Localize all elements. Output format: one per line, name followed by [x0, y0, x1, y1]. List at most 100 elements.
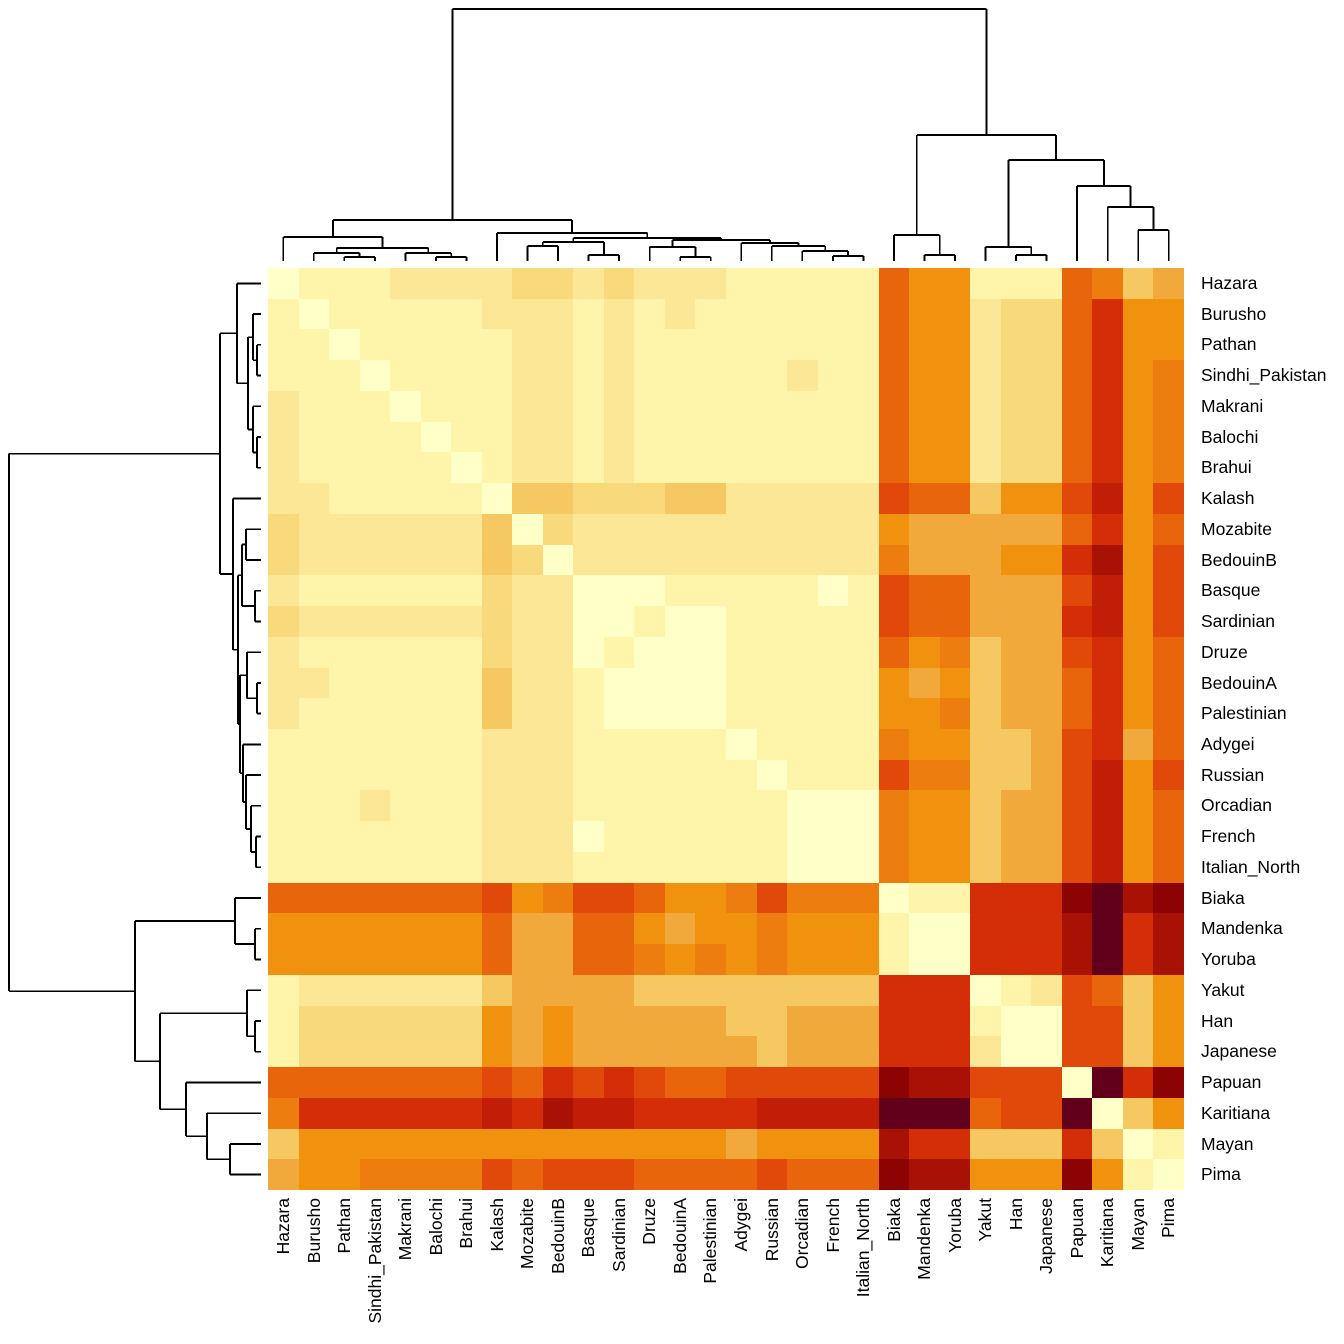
heatmap-cell: [268, 667, 299, 699]
heatmap-cell: [725, 513, 757, 545]
heatmap-cell: [1031, 851, 1062, 883]
heatmap-cell: [268, 851, 299, 883]
heatmap-cell: [573, 360, 604, 391]
heatmap-cell: [1092, 606, 1123, 637]
column-label: Sardinian: [608, 1198, 629, 1272]
heatmap-cell: [512, 882, 543, 914]
heatmap-cell: [603, 1097, 635, 1129]
heatmap-cell: [664, 1128, 696, 1160]
heatmap-cell: [878, 513, 910, 545]
heatmap-cell: [970, 1005, 1001, 1037]
heatmap-cell: [329, 544, 360, 576]
heatmap-cell: [787, 606, 818, 637]
heatmap-cell: [695, 544, 726, 576]
heatmap-cell: [695, 390, 726, 422]
heatmap-cell: [1092, 913, 1123, 945]
heatmap-cell: [909, 360, 940, 391]
heatmap-cell: [756, 821, 788, 852]
row-label: Basque: [1201, 580, 1261, 601]
column-label: Yakut: [975, 1198, 996, 1242]
heatmap-cell: [268, 729, 299, 760]
heatmap-cell: [512, 913, 543, 945]
heatmap-cell: [695, 1097, 726, 1129]
heatmap-cell: [848, 575, 879, 607]
heatmap-cell: [298, 606, 330, 637]
column-label: Basque: [578, 1198, 599, 1258]
heatmap-cell: [878, 974, 910, 1006]
heatmap-cell: [603, 1036, 635, 1068]
heatmap-cell: [817, 483, 849, 514]
heatmap-cell: [817, 1159, 849, 1190]
heatmap-cell: [756, 1159, 788, 1190]
heatmap-cell: [1000, 851, 1032, 883]
heatmap-cell: [481, 513, 513, 545]
heatmap-cell: [512, 421, 543, 453]
heatmap-cell: [634, 667, 665, 699]
heatmap-cell: [634, 452, 665, 484]
heatmap-cell: [481, 851, 513, 883]
heatmap-cell: [542, 452, 574, 484]
heatmap-cell: [909, 575, 940, 607]
heatmap-cell: [725, 1067, 757, 1098]
heatmap-cell: [878, 544, 910, 576]
heatmap-cell: [1061, 329, 1093, 361]
heatmap-cell: [725, 698, 757, 729]
heatmap-cell: [787, 790, 818, 822]
heatmap-cell: [512, 268, 543, 299]
heatmap-cell: [909, 329, 940, 361]
heatmap-cell: [542, 544, 574, 576]
heatmap-cell: [787, 759, 818, 791]
heatmap-cell: [512, 974, 543, 1006]
heatmap-cell: [695, 698, 726, 729]
heatmap-cell: [603, 1128, 635, 1160]
heatmap-cell: [481, 759, 513, 791]
heatmap-cell: [1092, 944, 1123, 975]
heatmap-cell: [603, 729, 635, 760]
heatmap-cell: [298, 1005, 330, 1037]
heatmap-cell: [451, 729, 482, 760]
heatmap-cell: [420, 1005, 452, 1037]
heatmap-cell: [878, 483, 910, 514]
heatmap-cell: [603, 298, 635, 330]
heatmap-cell: [1061, 759, 1093, 791]
heatmap-cell: [268, 790, 299, 822]
heatmap-cell: [573, 513, 604, 545]
heatmap-cell: [329, 452, 360, 484]
heatmap-cell: [512, 821, 543, 852]
heatmap-cell: [878, 298, 910, 330]
heatmap-cell: [451, 913, 482, 945]
heatmap-cell: [634, 974, 665, 1006]
heatmap-cell: [481, 544, 513, 576]
heatmap-cell: [1031, 913, 1062, 945]
heatmap-cell: [573, 913, 604, 945]
heatmap-cell: [420, 913, 452, 945]
heatmap-cell: [329, 667, 360, 699]
heatmap-cell: [878, 821, 910, 852]
heatmap-cell: [268, 483, 299, 514]
row-label: Hazara: [1201, 273, 1258, 293]
heatmap-cell: [756, 452, 788, 484]
heatmap-cell: [1092, 1128, 1123, 1160]
heatmap-cell: [481, 360, 513, 391]
heatmap-cell: [695, 913, 726, 945]
heatmap-cell: [420, 944, 452, 975]
heatmap-cell: [359, 821, 391, 852]
heatmap-cell: [1061, 421, 1093, 453]
heatmap-cell: [512, 790, 543, 822]
column-label: Balochi: [425, 1198, 446, 1256]
heatmap-cell: [298, 790, 330, 822]
heatmap-cell: [848, 360, 879, 391]
heatmap-cell: [848, 729, 879, 760]
heatmap-cell: [512, 513, 543, 545]
heatmap-cell: [939, 698, 971, 729]
heatmap-cell: [878, 636, 910, 668]
heatmap-cell: [481, 298, 513, 330]
heatmap-cell: [756, 729, 788, 760]
heatmap-cell: [420, 1067, 452, 1098]
heatmap-cell: [329, 698, 360, 729]
heatmap-cell: [817, 944, 849, 975]
heatmap-cell: [1153, 298, 1184, 330]
heatmap-cell: [939, 390, 971, 422]
heatmap-cell: [1000, 1005, 1032, 1037]
heatmap-cell: [359, 851, 391, 883]
